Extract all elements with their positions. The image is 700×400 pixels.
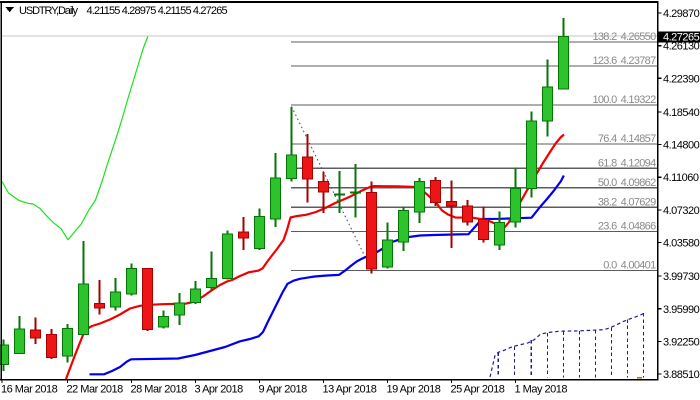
svg-text:3 Apr 2018: 3 Apr 2018 (195, 384, 244, 396)
svg-text:4.22390: 4.22390 (663, 73, 700, 85)
svg-text:22 Mar 2018: 22 Mar 2018 (67, 384, 124, 396)
svg-text:138.2: 138.2 (592, 31, 617, 43)
svg-text:4.19322: 4.19322 (621, 94, 656, 106)
svg-text:3.88510: 3.88510 (663, 369, 700, 381)
svg-text:19 Apr 2018: 19 Apr 2018 (387, 384, 441, 396)
svg-text:4.21155 4.28975 4.21155 4.2726: 4.21155 4.28975 4.21155 4.27265 (87, 5, 228, 17)
svg-text:13 Apr 2018: 13 Apr 2018 (323, 384, 377, 396)
svg-text:4.23787: 4.23787 (621, 55, 656, 67)
svg-text:3.95990: 3.95990 (663, 304, 700, 316)
svg-text:4.12094: 4.12094 (621, 157, 656, 169)
svg-text:4.07320: 4.07320 (663, 205, 700, 217)
svg-text:100.0: 100.0 (592, 94, 617, 106)
svg-text:76.4: 76.4 (598, 133, 617, 145)
svg-text:23.6: 23.6 (598, 221, 617, 233)
svg-text:28 Mar 2018: 28 Mar 2018 (131, 384, 188, 396)
svg-text:3.92250: 3.92250 (663, 336, 700, 348)
svg-text:4.07629: 4.07629 (621, 197, 656, 209)
svg-text:4.00401: 4.00401 (621, 260, 656, 272)
svg-text:4.29870: 4.29870 (663, 8, 700, 20)
svg-text:4.27265: 4.27265 (663, 31, 700, 43)
svg-text:1 May 2018: 1 May 2018 (515, 384, 568, 396)
svg-text:4.09862: 4.09862 (621, 177, 656, 189)
svg-text:9 Apr 2018: 9 Apr 2018 (259, 384, 308, 396)
svg-text:4.04866: 4.04866 (621, 221, 656, 233)
svg-text:4.11060: 4.11060 (663, 172, 699, 184)
svg-text:50.0: 50.0 (598, 177, 617, 189)
svg-text:4.14800: 4.14800 (663, 140, 700, 152)
svg-text:3.99730: 3.99730 (663, 271, 700, 283)
svg-text:123.6: 123.6 (592, 55, 617, 67)
svg-text:USDTRY,Daily: USDTRY,Daily (19, 5, 79, 17)
svg-text:0.0: 0.0 (603, 260, 617, 272)
svg-text:4.14857: 4.14857 (621, 133, 656, 145)
svg-text:4.26130: 4.26130 (663, 41, 700, 53)
svg-text:61.8: 61.8 (598, 157, 617, 169)
svg-text:16 Mar 2018: 16 Mar 2018 (1, 384, 58, 396)
svg-text:38.2: 38.2 (598, 197, 617, 209)
svg-text:4.03580: 4.03580 (663, 238, 700, 250)
svg-text:4.18540: 4.18540 (663, 107, 700, 119)
svg-text:4.26550: 4.26550 (621, 31, 656, 43)
svg-text:25 Apr 2018: 25 Apr 2018 (451, 384, 505, 396)
